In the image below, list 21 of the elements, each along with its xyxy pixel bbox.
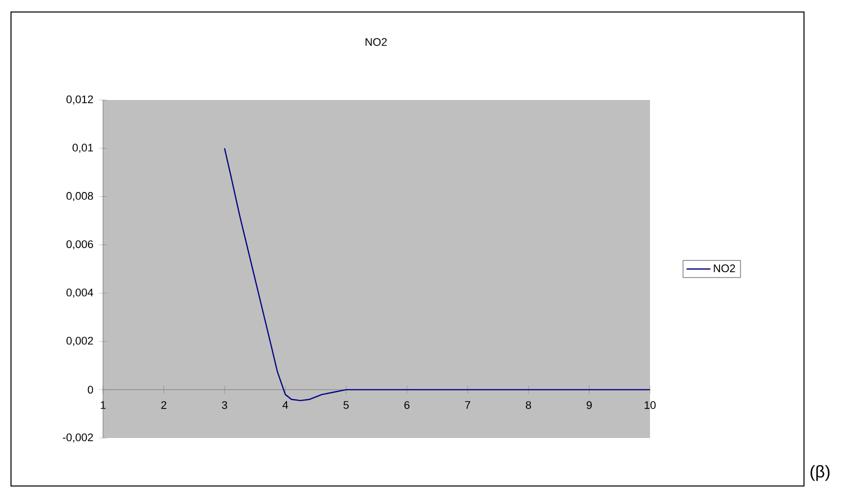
x-tick-label: 3 — [222, 401, 228, 409]
y-tick-label: 0,006 — [66, 240, 93, 250]
y-tick-label: 0,002 — [66, 336, 93, 346]
x-tick-label: 10 — [644, 401, 656, 409]
y-tick-label: -0,002 — [62, 433, 93, 443]
y-tick-label: 0 — [88, 386, 94, 394]
y-tick-label: 0,008 — [66, 192, 93, 202]
text: (β) — [810, 465, 830, 481]
x-tick-label: 2 — [161, 401, 166, 409]
legend-label: NO2 — [714, 264, 735, 272]
x-tick-label: 8 — [526, 401, 532, 409]
y-tick-label: 0,01 — [72, 144, 93, 153]
y-tick-label: 0,004 — [66, 288, 94, 298]
y-tick-label: 0,012 — [66, 95, 93, 105]
x-tick-label: 4 — [282, 401, 288, 409]
x-tick-label: 5 — [344, 401, 349, 409]
x-tick-label: 9 — [586, 401, 592, 409]
x-tick-label: 1 — [100, 401, 106, 409]
x-tick-label: 6 — [404, 401, 410, 409]
chart-title: NO2 — [366, 38, 387, 46]
x-tick-label: 7 — [465, 401, 470, 409]
